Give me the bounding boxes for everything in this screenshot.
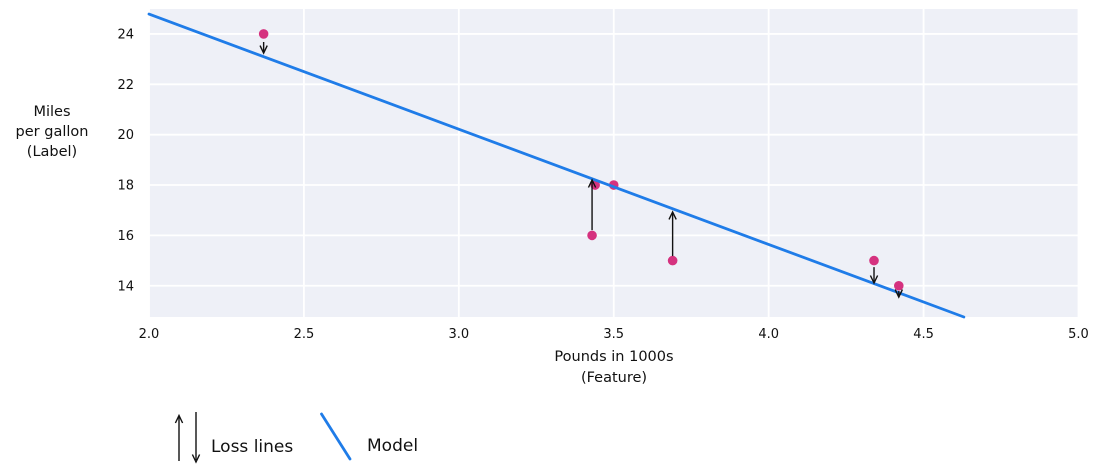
data-point [258, 29, 269, 39]
y-axis-label-line: (Label) [26, 144, 78, 160]
y-axis-label-line: Miles [33, 104, 71, 120]
x-axis-label-line: (Feature) [580, 369, 648, 386]
y-axis-label-line: per gallon [15, 124, 89, 140]
legend-model-label: Model [367, 436, 419, 456]
y-tick-label: 24 [117, 27, 134, 42]
loss-arrow-head [894, 289, 904, 299]
x-axis-label: Pounds in 1000s (Feature) [449, 347, 779, 388]
loss-arrow-head [259, 45, 268, 55]
x-tick-label: 3.5 [603, 327, 624, 342]
data-point [667, 255, 678, 266]
data-point [587, 230, 597, 241]
x-tick-label: 2.5 [294, 327, 315, 342]
data-point [869, 255, 879, 266]
y-tick-label: 20 [117, 128, 134, 143]
x-tick-label: 3.0 [448, 327, 469, 342]
data-point [893, 280, 904, 291]
legend-loss-label: Loss lines [211, 437, 294, 457]
x-tick-label: 5.0 [1068, 327, 1089, 342]
x-axis-label-line: Pounds in 1000s [554, 349, 674, 365]
loss-arrow-head [668, 210, 677, 220]
x-tick-label: 4.5 [913, 327, 934, 342]
loss-arrow-head [869, 275, 879, 285]
y-tick-label: 14 [117, 279, 134, 294]
legend-up-arrow-icon [174, 413, 184, 424]
y-tick-label: 16 [117, 229, 134, 244]
y-tick-label: 22 [117, 78, 134, 93]
x-tick-label: 4.0 [758, 327, 779, 342]
legend-down-arrow-icon [191, 454, 201, 464]
y-tick-label: 18 [117, 179, 134, 194]
x-tick-label: 2.0 [139, 327, 160, 342]
loss-arrow-head [587, 178, 597, 188]
model-line [147, 12, 966, 319]
legend-model-line-icon [320, 412, 352, 461]
y-axis-label: Miles per gallon (Label) [0, 102, 104, 162]
